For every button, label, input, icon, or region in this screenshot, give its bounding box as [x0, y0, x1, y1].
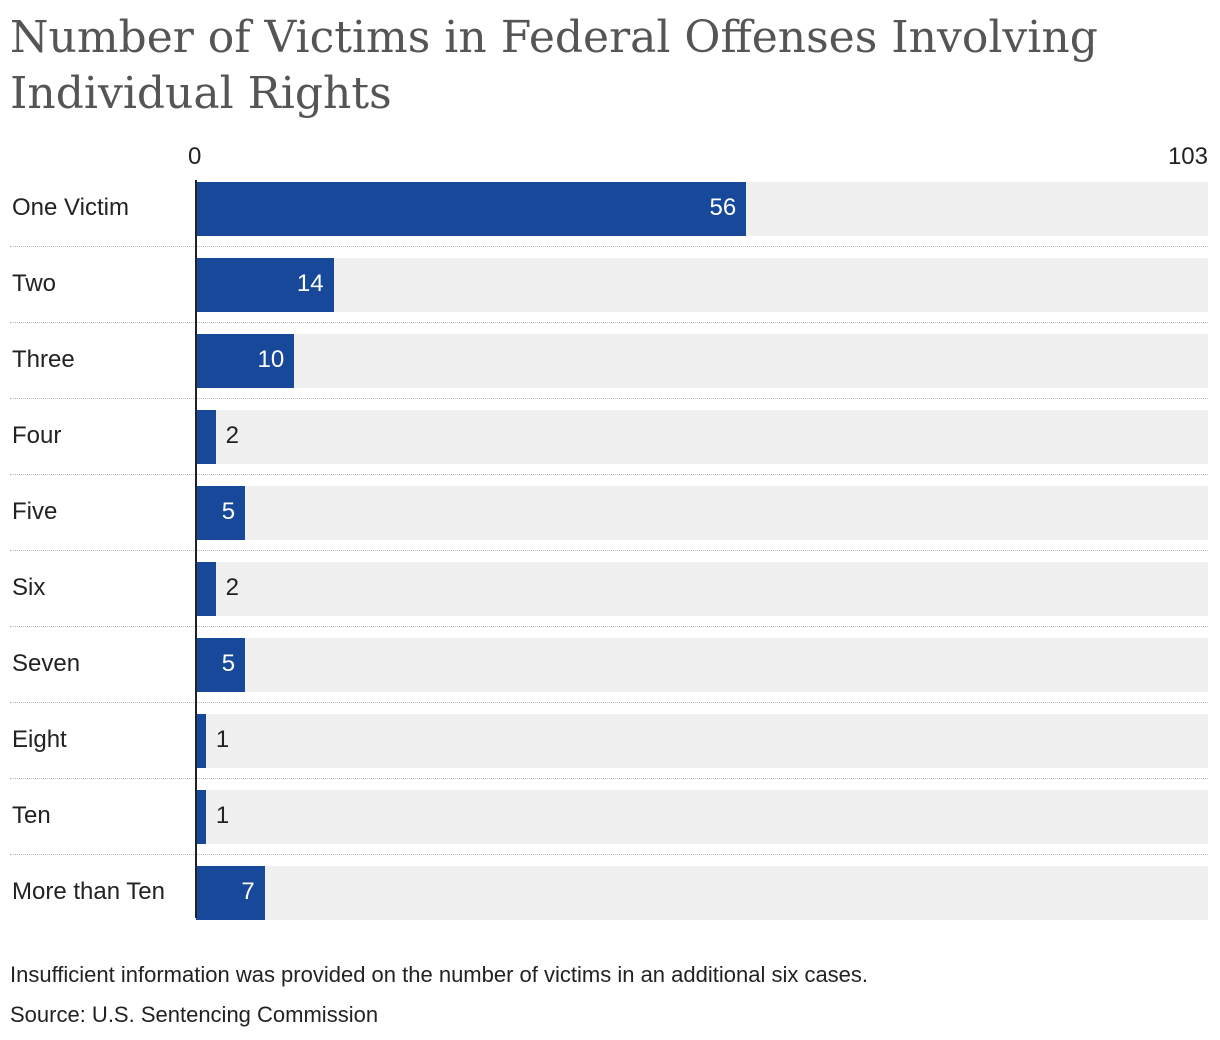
value-label: 1 — [215, 802, 230, 829]
bar-row: Ten 1 — [0, 778, 1220, 854]
category-label: Two — [12, 270, 57, 297]
value-label: 7 — [241, 878, 255, 905]
footnote: Insufficient information was provided on… — [10, 962, 869, 987]
value-label: 10 — [257, 346, 285, 373]
row-divider — [10, 398, 1208, 399]
category-label: Ten — [12, 802, 51, 829]
value-label: 1 — [215, 726, 230, 753]
bar-track — [196, 486, 1208, 540]
bar-row: One Victim 56 — [0, 170, 1220, 246]
bar-track — [196, 790, 1208, 844]
row-divider — [10, 702, 1208, 703]
bar-track — [196, 866, 1208, 920]
row-divider — [10, 626, 1208, 627]
axis-max-label: 103 — [1167, 143, 1208, 170]
bar — [196, 714, 206, 768]
category-label: Six — [12, 574, 46, 601]
bar-row: Eight 1 — [0, 702, 1220, 778]
value-label: 2 — [225, 574, 239, 601]
bar-row: Four 2 — [0, 398, 1220, 474]
category-label: More than Ten — [12, 878, 165, 905]
bar-row: Five 5 — [0, 474, 1220, 550]
category-label: Eight — [12, 726, 67, 753]
bar — [196, 334, 295, 388]
axis-min-label: 0 — [188, 143, 202, 170]
bar-track — [196, 714, 1208, 768]
bar — [196, 562, 216, 616]
bar — [196, 638, 246, 692]
bar — [196, 866, 265, 920]
category-label: Seven — [12, 650, 81, 677]
row-divider — [10, 854, 1208, 855]
bar-track — [196, 638, 1208, 692]
value-label: 5 — [221, 650, 236, 677]
category-label: Three — [12, 346, 75, 373]
row-divider — [10, 246, 1208, 247]
bar-track — [196, 410, 1208, 464]
bar — [196, 258, 334, 312]
row-divider — [10, 474, 1208, 475]
bar — [196, 410, 216, 464]
bar — [196, 790, 206, 844]
category-label: Five — [12, 498, 58, 525]
zero-baseline — [195, 180, 197, 918]
chart-title: Number of Victims in Federal Offenses In… — [10, 12, 1098, 119]
bar-row: Seven 5 — [0, 626, 1220, 702]
value-label: 5 — [221, 498, 236, 525]
value-label: 2 — [225, 422, 239, 449]
bar-row: More than Ten 7 — [0, 854, 1220, 930]
bar — [196, 486, 246, 540]
row-divider — [10, 778, 1208, 779]
bar — [196, 182, 747, 236]
bar-row: Six 2 — [0, 550, 1220, 626]
bar-row: Three 10 — [0, 322, 1220, 398]
category-label: One Victim — [12, 194, 129, 221]
bar-chart: One Victim 56 Two 14 Three 10 Four 2 Five 5 Six 2 Se… — [0, 170, 1220, 930]
bar-track — [196, 562, 1208, 616]
row-divider — [10, 322, 1208, 323]
category-label: Four — [12, 422, 62, 449]
value-label: 14 — [296, 270, 324, 297]
value-label: 56 — [709, 194, 737, 221]
bar-track — [196, 334, 1208, 388]
source-note: Source: U.S. Sentencing Commission — [10, 1002, 379, 1027]
bar-track — [196, 258, 1208, 312]
bar-row: Two 14 — [0, 246, 1220, 322]
row-divider — [10, 550, 1208, 551]
